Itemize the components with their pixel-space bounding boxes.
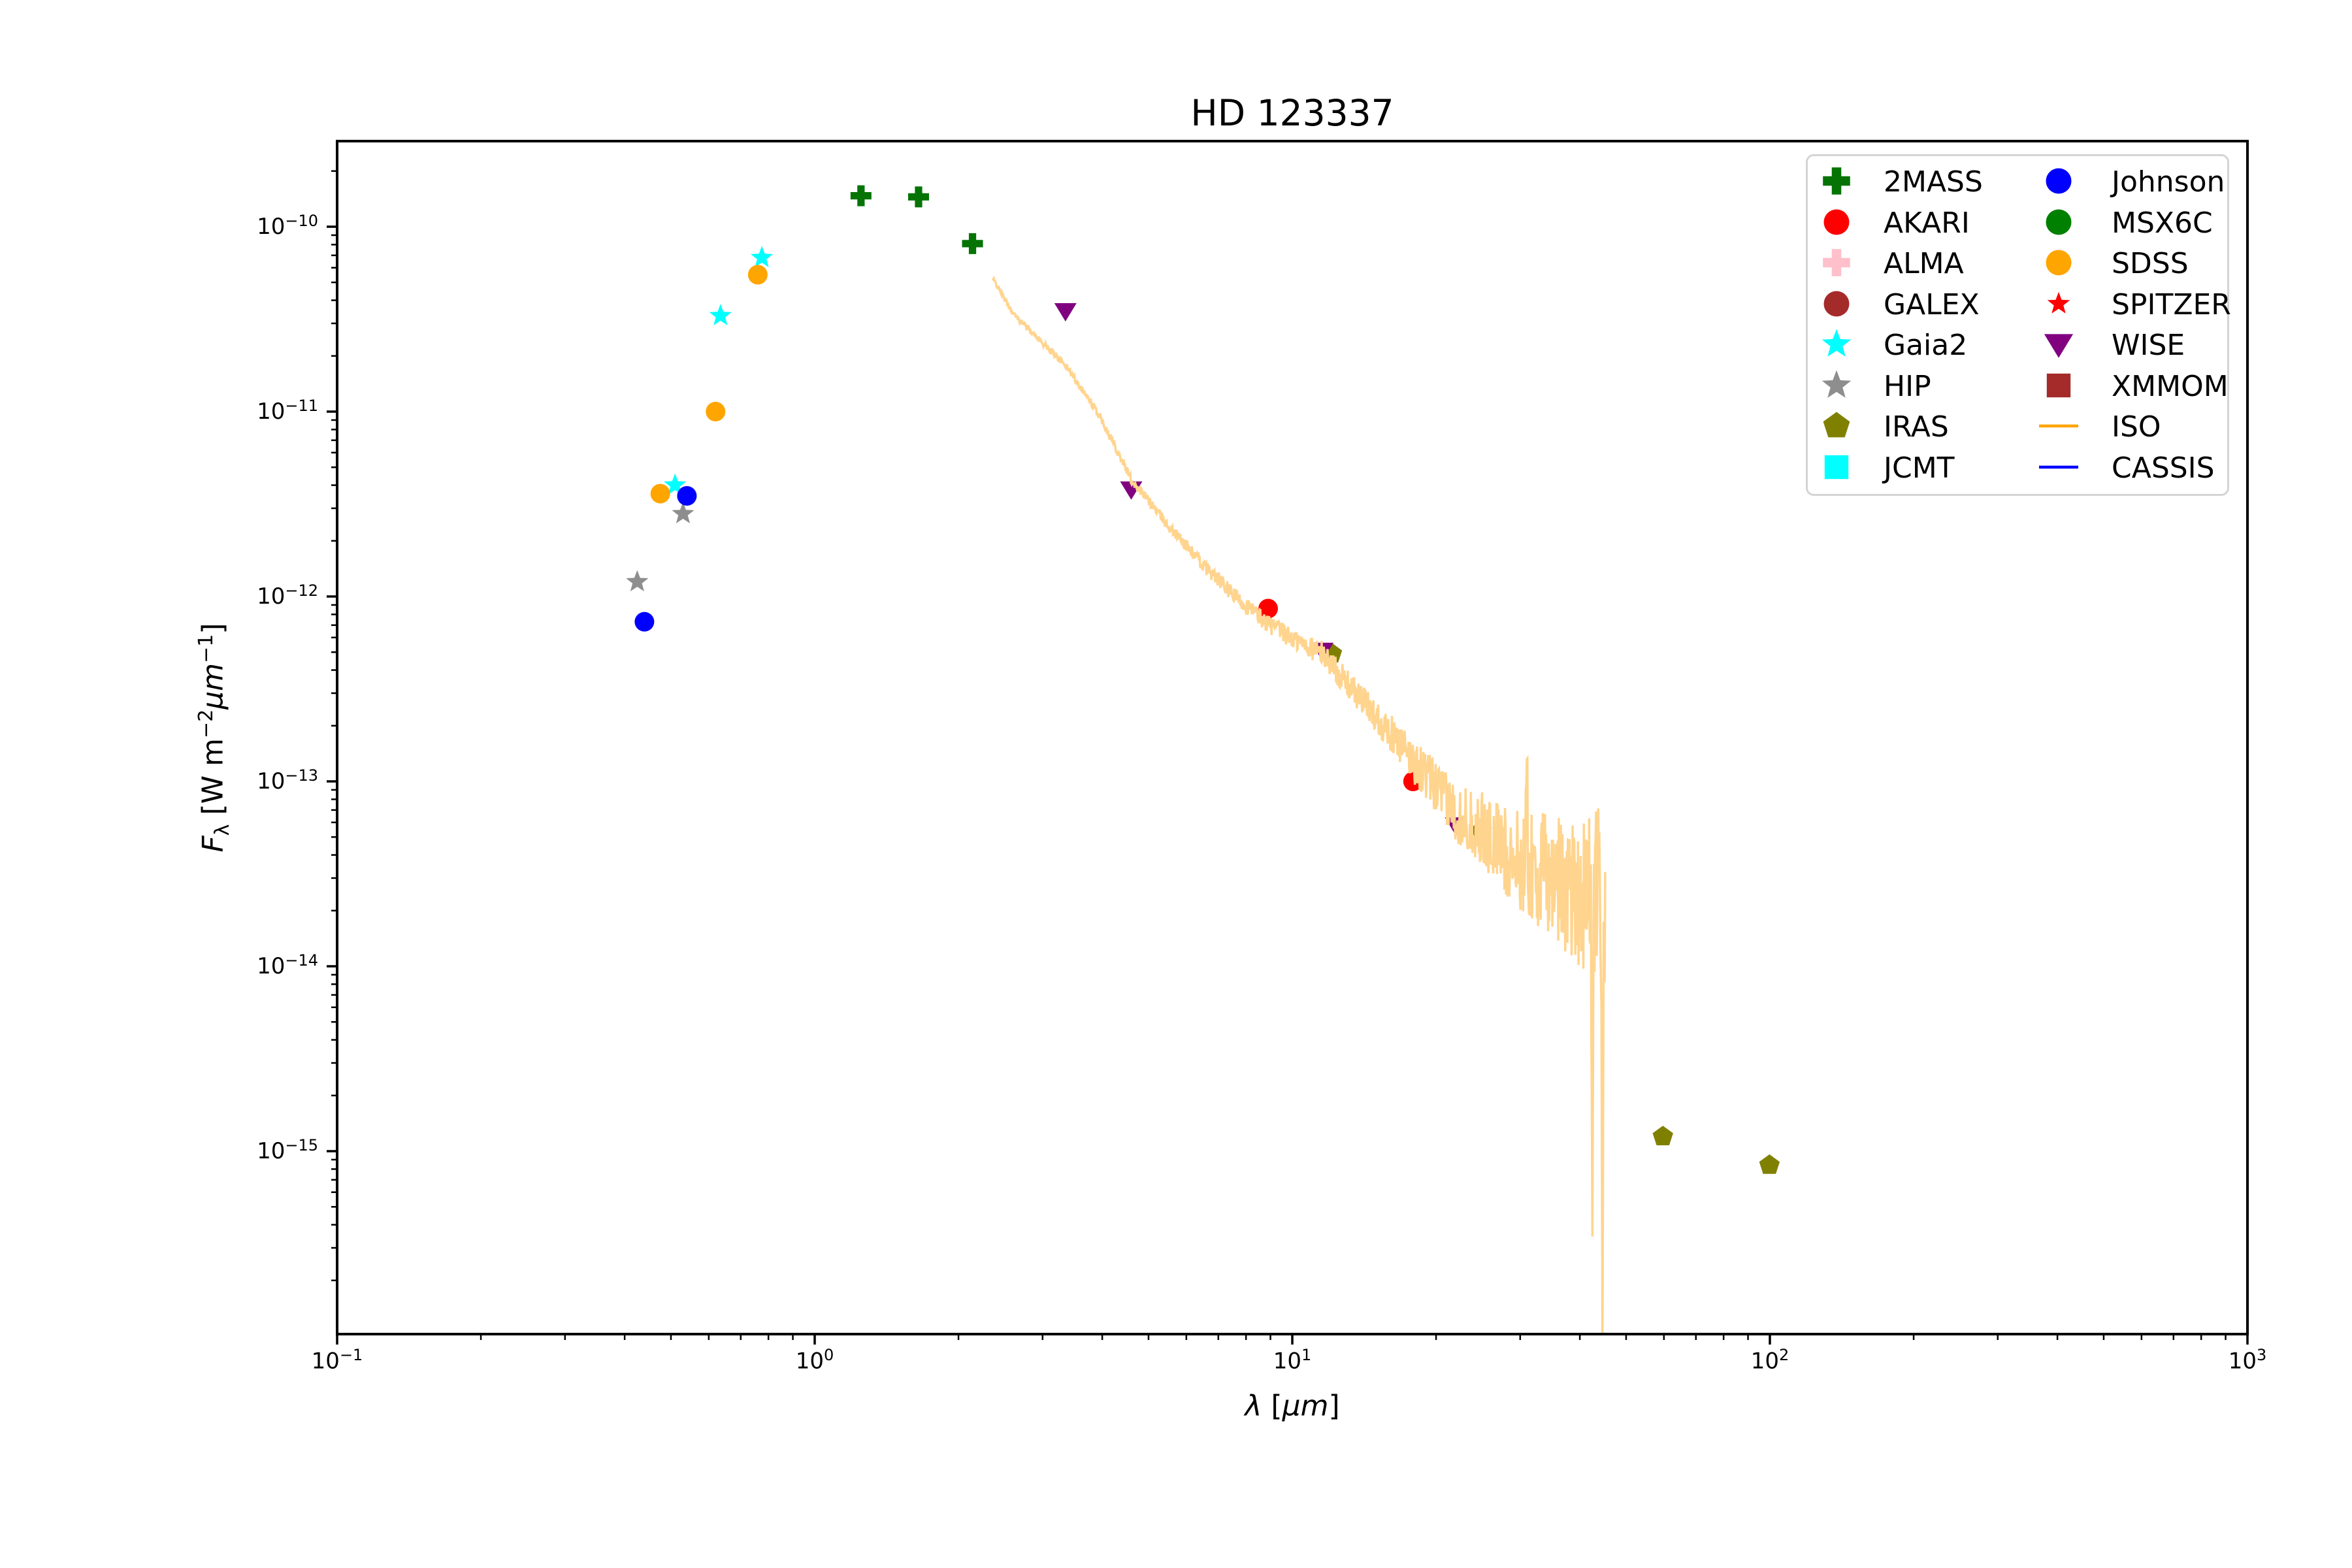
hip-data-point: [626, 570, 649, 592]
y-tick-label-10e-15: 10−15: [257, 1135, 318, 1165]
legend-label-wise: WISE: [2112, 329, 2185, 362]
legend-marker-wise-icon: [2044, 334, 2074, 358]
johnson-markers: [634, 486, 697, 632]
legend-label-gaia2: Gaia2: [1884, 329, 1968, 362]
legend-marker-cassis-line: [2039, 465, 2078, 468]
iras-data-point: [1759, 1154, 1780, 1174]
2mass-data-point: [850, 185, 872, 206]
legend-marker-galex-icon: [1823, 291, 1850, 316]
x-axis-label-symbol: λ: [1245, 1389, 1262, 1423]
gaia2-data-point: [750, 246, 774, 267]
legend-label-iso: ISO: [2112, 410, 2161, 444]
wise-markers: [1054, 303, 1467, 836]
x-tick-label-10e2: 102: [1750, 1346, 1789, 1375]
legend-label-alma: ALMA: [1884, 247, 1964, 280]
axes-frame: [336, 140, 2249, 1335]
2mass-data-point: [962, 233, 983, 254]
2mass-data-point: [907, 186, 929, 208]
plot-title: HD 123337: [1190, 92, 1394, 134]
legend-marker-alma-icon: [1823, 249, 1850, 276]
y-axis-label: Fλ [W m−2μm−1]: [194, 623, 235, 853]
legend-marker-jcmt-icon: [1824, 455, 1849, 479]
legend-label-2mass: 2MASS: [1884, 165, 1983, 199]
iras-markers: [1321, 643, 1780, 1174]
gaia2-data-point: [664, 473, 687, 495]
gaia2-data-point: [709, 304, 732, 325]
sdss-data-point: [747, 265, 768, 285]
legend-marker-iras-icon: [1823, 412, 1850, 438]
legend-label-xmmom: XMMOM: [2112, 369, 2229, 403]
legend-label-msx6c: MSX6C: [2112, 206, 2213, 240]
y-axis-label-subscript: λ: [211, 824, 235, 836]
2mass-markers: [850, 185, 983, 254]
y-tick-label-10e-12: 10−12: [257, 581, 318, 610]
legend-marker-hip-icon: [1821, 370, 1852, 398]
legend-label-spitzer: SPITZER: [2112, 287, 2231, 321]
legend-marker-akari-icon: [1823, 209, 1850, 235]
gaia2-markers: [664, 246, 774, 495]
legend-label-cassis: CASSIS: [2112, 451, 2215, 485]
legend-marker-sdss-icon: [2046, 250, 2072, 276]
y-tick-label-10e-10: 10−10: [257, 211, 318, 240]
y-tick-label-10e-11: 10−11: [257, 396, 318, 425]
x-tick-label-10e3: 103: [2228, 1346, 2267, 1375]
y-tick-label-10e-13: 10−13: [257, 766, 318, 795]
legend-marker-spitzer-icon: [2047, 291, 2070, 314]
x-tick-label-10e-1: 10−1: [311, 1346, 363, 1375]
legend-marker-msx6c-icon: [2046, 209, 2072, 235]
legend-marker-gaia2-icon: [1821, 329, 1852, 357]
legend-marker-xmmom-icon: [2046, 373, 2071, 397]
legend-marker-iso-line: [2039, 424, 2078, 428]
legend-label-akari: AKARI: [1884, 206, 1970, 240]
iras-data-point: [1652, 1126, 1673, 1145]
legend-label-jcmt: JCMT: [1884, 451, 1955, 485]
sdss-data-point: [650, 483, 670, 504]
legend-box: 2MASS AKARI ALMA GALEX Gaia2 HIP IRAS JCMT Johns…: [1806, 154, 2231, 496]
wise-data-point: [1054, 303, 1077, 322]
hip-data-point: [672, 502, 694, 524]
legend-label-iras: IRAS: [1884, 410, 1949, 444]
sdss-data-point: [706, 402, 726, 421]
legend-marker-johnson-icon: [2046, 168, 2072, 194]
y-tick-label-10e-14: 10−14: [257, 951, 318, 980]
legend-label-galex: GALEX: [1884, 287, 1980, 321]
y-axis-label-symbol: F: [196, 836, 230, 853]
legend-marker-2mass-icon: [1823, 167, 1850, 195]
x-tick-label-10e1: 101: [1273, 1346, 1312, 1375]
hip-markers: [626, 502, 694, 592]
data-points: [626, 185, 1780, 1174]
sdss-markers: [650, 265, 768, 504]
johnson-data-point: [634, 612, 655, 632]
johnson-data-point: [677, 486, 697, 506]
legend-label-johnson: Johnson: [2112, 165, 2225, 199]
x-axis-label: λ [μm]: [1245, 1389, 1340, 1423]
legend-label-sdss: SDSS: [2112, 247, 2189, 280]
akari-data-point: [1258, 598, 1279, 619]
iso-spectrum-curve: [992, 275, 1607, 1334]
x-tick-label-10e0: 100: [795, 1346, 834, 1375]
legend-label-hip: HIP: [1884, 369, 1931, 403]
